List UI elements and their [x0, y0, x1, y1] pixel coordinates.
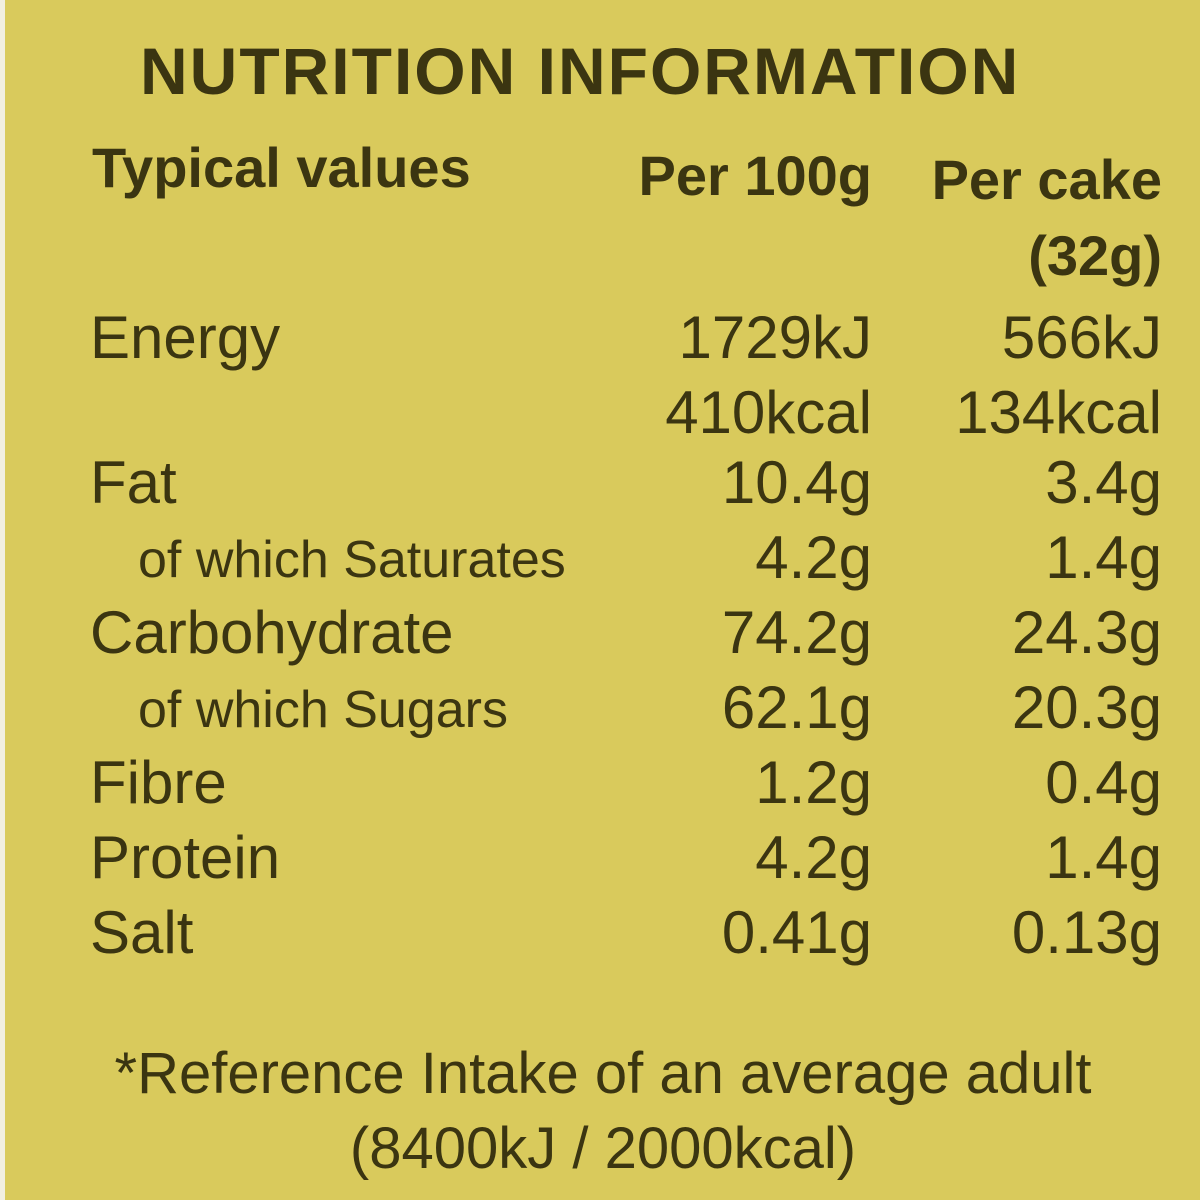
- header-cell: (32g): [1028, 224, 1162, 287]
- row-label: Fat: [90, 449, 177, 516]
- per-100g-value: 410kcal: [665, 379, 872, 446]
- row-label: Fibre: [90, 749, 227, 816]
- per-100g-value: 62.1g: [721, 674, 872, 741]
- per-cake-value: 1.4g: [1045, 524, 1162, 591]
- row-label: Carbohydrate: [90, 599, 454, 666]
- header-cell: Per cake: [931, 148, 1162, 211]
- footnote: (8400kJ / 2000kcal): [349, 1116, 857, 1181]
- per-100g-value: 1.2g: [755, 749, 872, 816]
- row-label: of which Saturates: [138, 531, 566, 589]
- per-cake-value: 3.4g: [1045, 449, 1162, 516]
- footnote: *Reference Intake of an average adult: [114, 1041, 1092, 1106]
- per-100g-value: 0.41g: [721, 899, 872, 966]
- per-cake-value: 566kJ: [1001, 304, 1162, 371]
- header-cell: Per 100g: [638, 144, 873, 207]
- per-100g-value: 4.2g: [755, 524, 872, 591]
- per-100g-value: 1729kJ: [678, 304, 872, 371]
- title: NUTRITION INFORMATION: [140, 34, 1021, 108]
- row-label: Salt: [90, 899, 194, 966]
- row-label: Energy: [90, 304, 281, 371]
- per-cake-value: 20.3g: [1011, 674, 1162, 741]
- row-label: Protein: [90, 824, 281, 891]
- per-cake-value: 134kcal: [955, 379, 1162, 446]
- per-100g-value: 4.2g: [755, 824, 872, 891]
- per-cake-value: 1.4g: [1045, 824, 1162, 891]
- per-100g-value: 74.2g: [721, 599, 872, 666]
- edge: [0, 0, 5, 1200]
- per-cake-value: 0.4g: [1045, 749, 1162, 816]
- per-cake-value: 24.3g: [1011, 599, 1162, 666]
- row-label: of which Sugars: [138, 681, 508, 739]
- header-cell: Typical values: [92, 136, 471, 199]
- per-cake-value: 0.13g: [1011, 899, 1162, 966]
- per-100g-value: 10.4g: [721, 449, 872, 516]
